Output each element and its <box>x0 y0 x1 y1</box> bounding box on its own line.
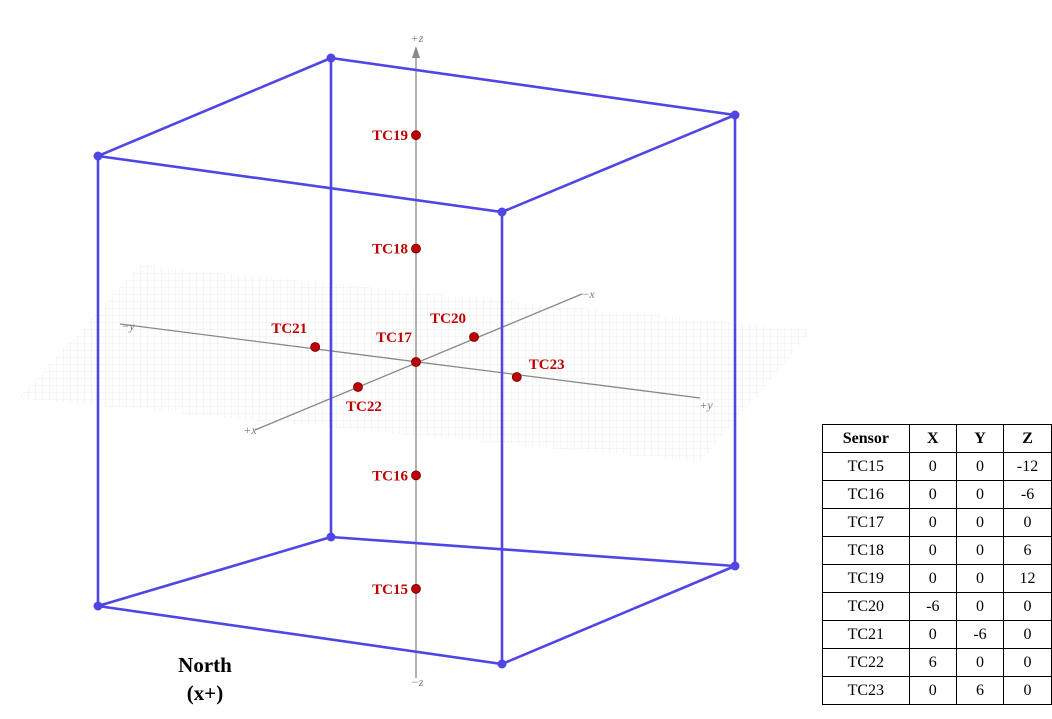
caption: North <box>178 653 232 677</box>
vertex <box>93 601 103 611</box>
arrow <box>412 46 420 58</box>
header-row: Sensor X Y Z <box>822 424 1052 453</box>
table-cell: 0 <box>955 592 1005 621</box>
axis-label: +y <box>699 398 713 412</box>
table-row: TC16 0 0 -6 <box>822 480 1052 509</box>
table-cell: TC17 <box>822 508 910 537</box>
table-cell: 0 <box>1003 676 1052 705</box>
table-row: TC17 0 0 0 <box>822 508 1052 537</box>
vertex <box>326 53 336 63</box>
table-cell: 0 <box>1003 620 1052 649</box>
table-cell: TC18 <box>822 536 910 565</box>
table-cell: 0 <box>908 452 957 481</box>
table-cell: TC15 <box>822 452 910 481</box>
table-cell: 6 <box>955 676 1005 705</box>
table-cell: -6 <box>955 620 1005 649</box>
sensor-point <box>411 357 421 367</box>
table-cell: 0 <box>955 564 1005 593</box>
sensor-label: TC23 <box>529 357 565 373</box>
table-cell: 6 <box>908 648 957 677</box>
table-row: TC23 0 6 0 <box>822 676 1052 705</box>
table-row: TC20 -6 0 0 <box>822 592 1052 621</box>
vertex <box>730 110 740 120</box>
table-cell: 0 <box>955 508 1005 537</box>
sensor-label: TC19 <box>372 128 408 144</box>
sensor-point <box>469 332 479 342</box>
vertex <box>497 207 507 217</box>
table-cell: 0 <box>955 648 1005 677</box>
sensor-point <box>353 382 363 392</box>
header-cell: Z <box>1003 424 1052 453</box>
table-cell: 0 <box>908 676 957 705</box>
table-cell: -6 <box>908 592 957 621</box>
table-cell: TC21 <box>822 620 910 649</box>
table-body: TC15 0 0 -12 TC16 0 0 -6 TC17 0 0 0 TC18 0 0 6 TC19 0 0 12 T… <box>822 452 1052 705</box>
table-cell: 12 <box>1003 564 1052 593</box>
table-cell: 0 <box>908 564 957 593</box>
table-cell: TC19 <box>822 564 910 593</box>
axis-label: −x <box>581 287 595 301</box>
table-cell: 0 <box>908 620 957 649</box>
table-cell: TC22 <box>822 648 910 677</box>
sensor-point <box>411 583 421 594</box>
sensor-label: TC22 <box>346 399 382 415</box>
table-row: TC18 0 0 6 <box>822 536 1052 565</box>
caption: (x+) <box>187 681 223 705</box>
sensor-point <box>411 243 421 254</box>
vertex <box>497 659 507 669</box>
vertex <box>93 151 103 161</box>
axis-label: −z <box>411 675 424 689</box>
sensor-point <box>310 342 321 352</box>
table-cell: 0 <box>908 508 957 537</box>
sensor-table: Sensor X Y Z TC15 0 0 -12 TC16 0 0 -6 TC17 0 0 0 TC18 0 0… <box>822 424 1052 705</box>
table-cell: TC23 <box>822 676 910 705</box>
table-row: TC15 0 0 -12 <box>822 452 1052 481</box>
table-cell: -6 <box>1003 480 1052 509</box>
sensor-label: TC17 <box>376 330 412 346</box>
y-axis <box>119 323 701 399</box>
header-cell: X <box>908 424 957 453</box>
vertex <box>326 532 336 542</box>
table-cell: 6 <box>1003 536 1052 565</box>
table-cell: 0 <box>1003 648 1052 677</box>
header-cell: Y <box>955 424 1005 453</box>
scene: +z −z −y +y −x +x TC15TC16TC17TC18TC19TC… <box>18 31 812 705</box>
table-cell: 0 <box>1003 508 1052 537</box>
sensor-label: TC20 <box>430 311 466 327</box>
table-cell: 0 <box>908 480 957 509</box>
sensor-points: TC15 TC16 TC17 TC18 TC19 TC20 TC21 TC22 TC23 <box>271 128 564 598</box>
table-cell: 0 <box>955 452 1005 481</box>
table-cell: -12 <box>1003 452 1052 481</box>
sensor-label: TC21 <box>271 321 307 337</box>
table-cell: TC20 <box>822 592 910 621</box>
table-cell: 0 <box>908 536 957 565</box>
sensor-label: TC15 <box>372 582 408 598</box>
table-cell: TC16 <box>822 480 910 509</box>
sensor-point <box>411 130 421 141</box>
sensor-point <box>411 470 421 481</box>
sensor-point <box>511 372 522 382</box>
axis-label: +z <box>411 31 424 45</box>
cube-vertices <box>93 53 740 669</box>
sensor-label: TC18 <box>372 242 408 258</box>
axis-label: −y <box>121 319 135 333</box>
table-row: TC21 0 -6 0 <box>822 620 1052 649</box>
axis-label: +x <box>243 423 257 437</box>
table-row: TC22 6 0 0 <box>822 648 1052 677</box>
table-cell: 0 <box>955 480 1005 509</box>
table-cell: 0 <box>955 536 1005 565</box>
table-row: TC19 0 0 12 <box>822 564 1052 593</box>
table-cell: 0 <box>1003 592 1052 621</box>
sensor-label: TC16 <box>372 468 408 484</box>
header-cell: Sensor <box>822 424 910 453</box>
vertex <box>730 561 740 571</box>
